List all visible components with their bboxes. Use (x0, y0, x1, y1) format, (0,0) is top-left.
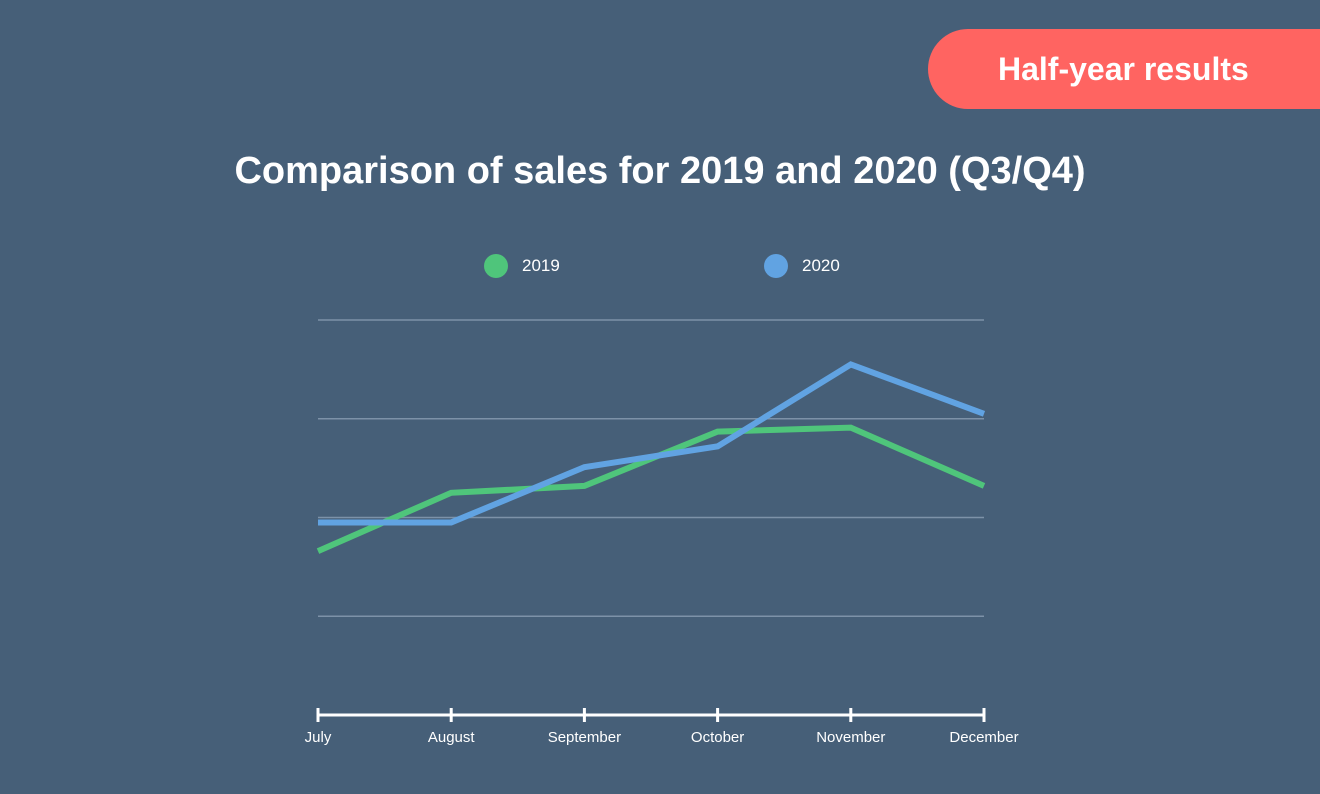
x-tick-label: August (428, 729, 476, 746)
legend-swatch-2019 (484, 254, 508, 278)
x-tick-label: July (305, 729, 332, 746)
legend-item-2019: 2019 (484, 253, 560, 279)
legend-item-2020: 2020 (764, 253, 840, 279)
legend-label-2019: 2019 (522, 256, 560, 275)
half-year-results-badge: Half-year results (928, 29, 1320, 109)
legend-label-2020: 2020 (802, 256, 840, 275)
legend-swatch-2020 (764, 254, 788, 278)
x-tick-label: November (816, 729, 885, 746)
x-tick-label: December (949, 729, 1018, 746)
x-tick-label: September (548, 729, 621, 746)
x-tick-label: October (691, 729, 744, 746)
badge-label: Half-year results (998, 50, 1249, 87)
series-line-2020 (318, 361, 986, 526)
series-line-2019 (316, 424, 986, 554)
chart-title: Comparison of sales for 2019 and 2020 (Q… (234, 150, 1086, 192)
